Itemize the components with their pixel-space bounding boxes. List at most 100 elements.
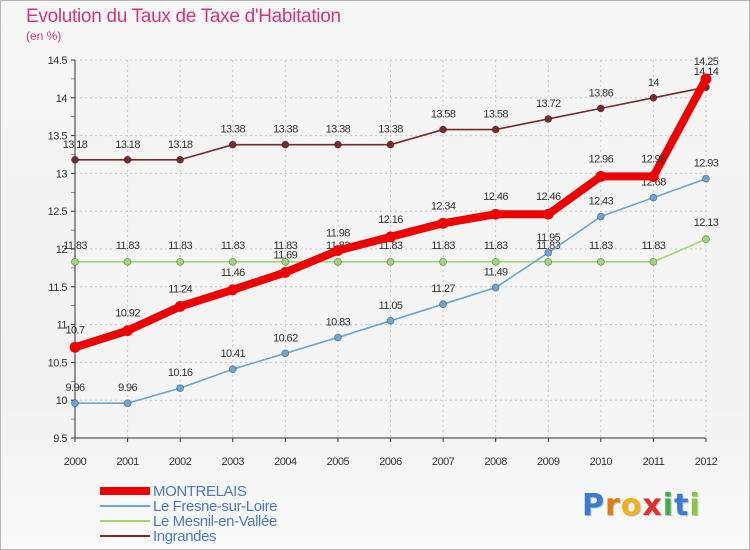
data-label: 11.83 [484,240,508,252]
data-label: 11.83 [273,240,297,252]
data-label: 12.46 [483,191,508,203]
data-label: 13.38 [326,124,351,136]
data-label: 11.83 [431,240,455,252]
legend-swatch [100,505,150,508]
data-label: 13.86 [589,87,614,99]
logo-letter: r [605,488,621,523]
legend: MONTRELAIS Le Fresne-sur-Loire Le Mesnil-e… [100,484,278,544]
data-point [649,193,658,202]
data-point [386,140,395,149]
data-label: 12.43 [589,195,614,207]
logo-letter: P [582,488,605,523]
y-tick-label: 12.5 [48,206,68,218]
data-point [334,257,342,266]
legend-swatch [100,535,150,538]
legend-label: Le Fresne-sur-Loire [153,498,278,515]
data-point [386,316,395,325]
x-tick-label: 2000 [64,456,87,468]
data-label: 14.14 [694,66,719,78]
data-label: 13.38 [273,124,298,136]
data-point [334,333,342,342]
data-point [439,125,447,134]
x-tick-label: 2012 [695,456,718,468]
data-point [174,301,186,312]
data-point [279,267,291,278]
data-label: 11.49 [484,267,508,279]
legend-swatch [100,487,150,496]
legend-item: Ingrandes [100,529,277,544]
data-point [544,248,553,257]
x-tick-label: 2003 [222,456,245,468]
data-label: 10.7 [65,324,84,336]
data-point [281,257,290,266]
data-point [439,257,447,266]
data-point [228,140,237,149]
data-label: 14 [648,77,660,89]
x-tick-label: 2004 [274,456,297,468]
legend-label: Le Mesnil-en-Vallée [153,513,277,530]
data-point [176,155,185,164]
data-point [176,257,185,266]
logo-letter: x [642,488,663,523]
data-point [228,365,237,374]
logo-letter: o [620,488,643,523]
data-point [386,257,395,266]
chart-title: Evolution du Taux de Taxe d'Habitation [26,6,341,27]
legend-item: Le Mesnil-en-Vallée [100,514,277,529]
x-tick-label: 2007 [432,456,455,468]
data-point [702,235,710,244]
legend-label: Ingrandes [153,528,217,545]
data-point [491,125,500,134]
logo-letter: i [689,488,701,523]
x-tick-label: 2009 [537,456,560,468]
data-point [122,325,133,337]
data-label: 10.41 [220,348,245,360]
data-point [649,93,658,102]
data-point [596,257,605,266]
data-label: 12.96 [641,153,666,165]
data-point [595,171,607,182]
x-tick-label: 2008 [484,456,507,468]
data-point [123,257,132,266]
data-point [544,115,553,123]
data-point [123,399,132,408]
x-tick-label: 2010 [590,456,613,468]
data-point [491,283,500,292]
data-label: 12.16 [378,214,403,226]
data-label: 13.72 [536,98,561,110]
data-point [123,155,132,164]
y-tick-label: 14.5 [48,55,68,67]
data-point [544,257,553,266]
y-tick-label: 13 [56,168,68,180]
data-point [334,140,342,149]
x-tick-label: 2006 [379,456,402,468]
data-point [332,245,344,256]
data-point [281,140,290,149]
data-point [228,257,237,266]
data-label: 11.69 [273,249,297,261]
data-point [69,341,81,353]
legend-item: MONTRELAIS [100,484,277,499]
data-label: 9.96 [65,382,84,394]
data-label: 12.96 [589,153,614,165]
data-point [700,73,712,85]
data-label: 11.46 [221,267,245,279]
data-label: 11.24 [168,283,192,295]
data-label: 11.83 [221,240,245,252]
x-tick-label: 2001 [116,456,139,468]
x-tick-label: 2002 [169,456,192,468]
data-label: 11.83 [63,240,87,252]
x-tick-label: 2005 [327,456,350,468]
data-label: 11.95 [536,232,560,244]
data-point [71,155,79,164]
data-label: 12.13 [694,217,719,229]
y-tick-label: 10.5 [48,357,68,369]
data-label: 10.62 [273,332,298,344]
data-label: 11.83 [168,240,192,252]
data-label: 11.83 [642,240,666,252]
data-point [490,208,502,220]
legend-swatch [100,520,150,523]
y-tick-label: 14 [56,93,68,105]
data-label: 13.18 [63,139,88,151]
